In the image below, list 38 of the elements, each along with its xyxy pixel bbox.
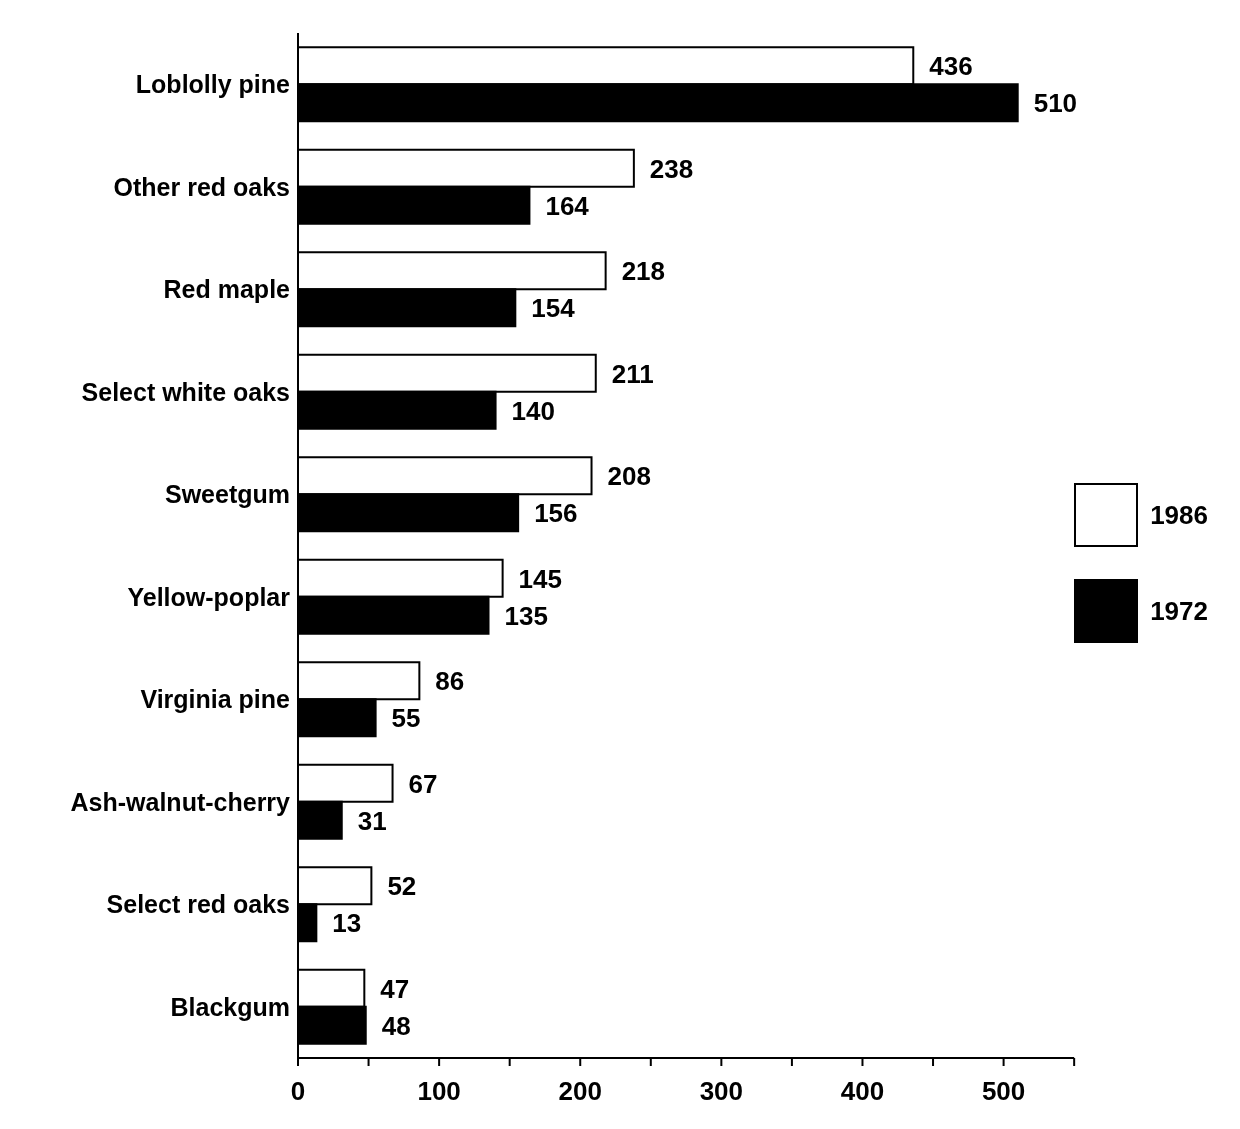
y-tick-label: Red maple [163, 275, 291, 304]
data-label: 48 [381, 1010, 411, 1041]
y-tick-label: Select red oaks [106, 890, 290, 919]
data-label: 31 [357, 805, 387, 836]
data-label: 13 [332, 908, 362, 939]
data-label: 156 [534, 498, 578, 529]
data-label: 140 [511, 395, 555, 426]
data-label: 211 [611, 358, 654, 389]
data-label: 67 [408, 768, 438, 799]
data-label: 47 [380, 973, 410, 1004]
data-label: 145 [518, 563, 563, 594]
y-tick-label: Select white oaks [81, 377, 290, 406]
y-tick-label: Other red oaks [113, 172, 290, 201]
x-tick-label: 400 [840, 1076, 885, 1107]
data-label: 164 [545, 190, 590, 221]
text: 1972 [1150, 595, 1208, 627]
y-tick-label: Virginia pine [140, 685, 291, 714]
data-label: 135 [504, 600, 548, 631]
data-label: 154 [531, 293, 576, 324]
y-tick-label: Loblolly pine [135, 70, 291, 99]
data-label: 55 [391, 703, 421, 734]
data-label: 208 [607, 461, 651, 492]
data-label: 510 [1033, 88, 1078, 119]
y-tick-label: Sweetgum [164, 480, 290, 509]
data-label: 436 [929, 51, 973, 82]
data-label: 86 [435, 666, 465, 697]
data-label: 218 [621, 256, 666, 287]
y-tick-label: Ash-walnut-cherry [70, 787, 291, 816]
x-tick-label: 200 [558, 1076, 602, 1107]
x-tick-label: 300 [699, 1076, 744, 1107]
data-label: 52 [387, 871, 417, 902]
y-tick-label: Blackgum [170, 992, 290, 1021]
y-tick-label: Yellow-poplar [127, 582, 291, 611]
x-tick-label: 500 [981, 1076, 1026, 1107]
x-tick-label: 0 [290, 1076, 306, 1107]
x-tick-label: 100 [417, 1076, 461, 1107]
text: 1986 [1150, 499, 1208, 531]
data-label: 238 [649, 153, 694, 184]
